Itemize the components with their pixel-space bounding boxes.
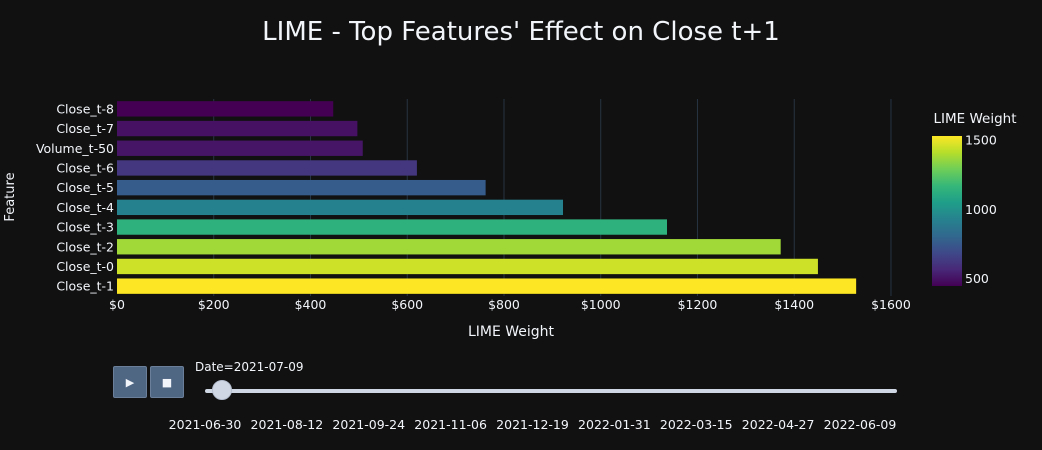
stop-button[interactable]: ■	[150, 366, 184, 398]
y-tick-label: Close_t-5	[56, 180, 114, 195]
x-tick-label: $200	[198, 297, 230, 312]
y-tick-label: Close_t-7	[56, 121, 114, 136]
x-tick-label: $400	[295, 297, 327, 312]
x-tick-label: $800	[488, 297, 520, 312]
colorbar-tick-label: 1000	[965, 202, 997, 217]
chart-title: LIME - Top Features' Effect on Close t+1	[262, 17, 780, 47]
x-tick-label: $1200	[678, 297, 718, 312]
slider-step-label[interactable]: 2022-04-27	[741, 417, 815, 432]
colorbar-gradient	[932, 136, 962, 286]
y-tick-label: Volume_t-50	[36, 141, 114, 156]
x-tick-label: $1600	[871, 297, 911, 312]
slider-step-label[interactable]: 2022-03-15	[659, 417, 733, 432]
colorbar-tick-label: 500	[965, 271, 989, 286]
colorbar-title: LIME Weight	[933, 111, 1016, 127]
bar[interactable]	[117, 140, 363, 156]
x-tick-label: $1400	[774, 297, 814, 312]
bar[interactable]	[117, 278, 857, 294]
date-slider-track[interactable]	[205, 389, 897, 393]
x-axis-label: LIME Weight	[468, 324, 555, 340]
play-icon: ▶	[125, 375, 135, 389]
play-button[interactable]: ▶	[113, 366, 147, 398]
bar[interactable]	[117, 258, 818, 275]
slider-step-label[interactable]: 2021-11-06	[414, 417, 487, 432]
y-tick-label: Close_t-4	[56, 200, 114, 215]
bar[interactable]	[117, 239, 781, 255]
y-axis-label: Feature	[3, 172, 18, 221]
slider-step-label[interactable]: 2021-09-24	[332, 417, 406, 432]
date-slider-handle[interactable]	[212, 380, 232, 400]
x-tick-label: $0	[109, 297, 125, 312]
y-tick-label: Close_t-3	[56, 220, 114, 235]
colorbar-tick-label: 1500	[965, 132, 997, 147]
slider-step-label[interactable]: 2021-06-30	[168, 417, 242, 432]
slider-step-label[interactable]: 2021-12-19	[496, 417, 569, 432]
y-tick-label: Close_t-1	[56, 279, 114, 294]
x-tick-label: $600	[391, 297, 423, 312]
slider-step-label[interactable]: 2022-01-31	[578, 417, 651, 432]
bar[interactable]	[117, 101, 334, 117]
bar[interactable]	[117, 199, 564, 216]
x-tick-label: $1000	[581, 297, 621, 312]
y-tick-label: Close_t-0	[56, 259, 114, 274]
y-tick-label: Close_t-8	[56, 101, 114, 116]
stop-icon: ■	[161, 375, 173, 389]
y-tick-label: Close_t-6	[56, 160, 114, 175]
slider-current-label: Date=2021-07-09	[195, 360, 304, 374]
bar[interactable]	[117, 120, 358, 137]
slider-step-label[interactable]: 2022-06-09	[823, 417, 897, 432]
slider-step-label[interactable]: 2021-08-12	[250, 417, 324, 432]
bar[interactable]	[117, 160, 417, 176]
bar[interactable]	[117, 179, 486, 196]
y-tick-label: Close_t-2	[56, 239, 114, 254]
bar[interactable]	[117, 219, 668, 235]
